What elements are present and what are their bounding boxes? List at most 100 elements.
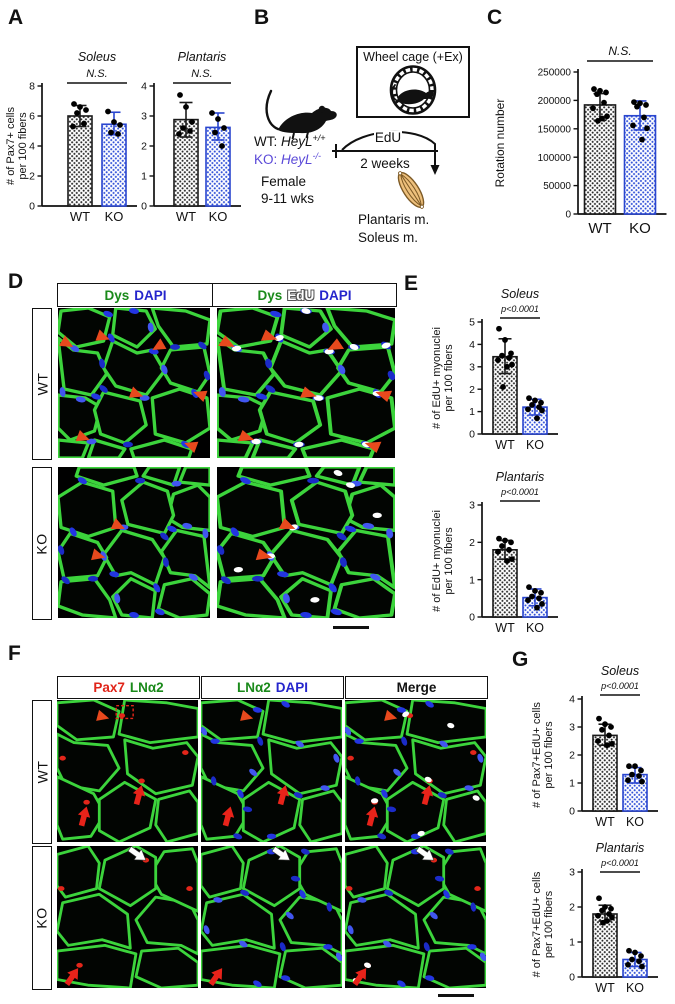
svg-text:KO: KO [209, 209, 228, 224]
svg-text:1: 1 [469, 406, 475, 418]
micro-f-wt-pax7-lna2 [57, 700, 198, 842]
svg-text:per 100 fibers: per 100 fibers [443, 344, 455, 412]
svg-text:Rotation number: Rotation number [493, 99, 507, 188]
chart-pax7-soleus: # of Pax7+ cells per 100 fibers Soleus N.S.… [2, 40, 138, 235]
svg-text:3: 3 [141, 111, 147, 123]
sex-label: Female [261, 174, 306, 189]
svg-text:6: 6 [29, 111, 35, 123]
svg-text:3: 3 [469, 361, 475, 373]
svg-text:2: 2 [469, 384, 475, 396]
experiment-diagram: Wheel cage (+Ex) WT: HeyL+/+ KO: HeyL-/-… [254, 46, 470, 245]
svg-text:WT: WT [588, 220, 611, 237]
svg-text:5: 5 [469, 317, 475, 329]
svg-text:0: 0 [565, 210, 571, 221]
svg-text:KO: KO [629, 220, 651, 237]
svg-text:p<0.0001: p<0.0001 [500, 487, 539, 497]
panel-label-g: G [512, 648, 529, 671]
chart-pax7-plantaris: Plantaris N.S. 0 1 2 3 4 WT KO [140, 40, 246, 235]
svg-text:0: 0 [569, 972, 575, 984]
age-label: 9-11 wks [261, 191, 314, 206]
svg-text:# of Pax7+ cells: # of Pax7+ cells [5, 107, 17, 185]
channel-header-dys-edu-dapi: Dys EdU DAPI [212, 283, 397, 307]
micro-f-wt-lna2-dapi [201, 700, 342, 842]
panel-label-f: F [8, 642, 21, 665]
svg-text:3: 3 [569, 867, 575, 879]
svg-text:150000: 150000 [538, 124, 572, 135]
muscle2-label: Soleus m. [358, 230, 418, 245]
arrow-down-icon [430, 165, 440, 175]
panel-label-b: B [254, 6, 270, 29]
panel-label-d: D [8, 270, 24, 293]
wheel-cage-label: Wheel cage (+Ex) [363, 50, 463, 64]
svg-text:200000: 200000 [538, 96, 572, 107]
channel-name: EdU [287, 287, 315, 303]
svg-text:p<0.0001: p<0.0001 [600, 681, 639, 691]
wt-genotype: WT: HeyL+/+ [254, 133, 326, 149]
channel-name: Dys [257, 287, 283, 303]
svg-text:0: 0 [469, 612, 475, 624]
svg-text:0: 0 [29, 201, 35, 213]
mouse-icon [265, 89, 337, 140]
svg-text:per 100 fibers: per 100 fibers [543, 890, 555, 958]
scale-bar-f [438, 994, 474, 997]
svg-text:WT: WT [595, 815, 615, 829]
scale-bar-d [333, 626, 369, 629]
micro-d-wt-dys-edu-dapi [217, 308, 395, 458]
svg-text:50000: 50000 [543, 181, 571, 192]
svg-text:per 100 fibers: per 100 fibers [543, 721, 555, 789]
panel-label-e: E [404, 272, 419, 295]
svg-text:Plantaris: Plantaris [496, 470, 545, 484]
micro-d-wt-dys-dapi [58, 308, 210, 458]
channel-name: DAPI [319, 287, 352, 303]
channel-header-pax7-lna2: Pax7 LNα2 [57, 676, 200, 699]
channel-name: LNα2 [129, 680, 164, 695]
svg-text:4: 4 [469, 339, 475, 351]
chart-pax7edu-soleus: # of Pax7+EdU+ cells per 100 fibers Soleus… [530, 658, 670, 847]
micro-d-ko-dys-edu-dapi [217, 467, 395, 618]
svg-text:4: 4 [569, 694, 575, 706]
timeline: EdU 2 weeks [332, 130, 440, 175]
svg-text:per 100 fibers: per 100 fibers [17, 112, 29, 180]
micro-f-ko-merge [345, 846, 486, 988]
svg-text:# of EdU+ myonuclei: # of EdU+ myonuclei [431, 327, 443, 429]
duration-label: 2 weeks [360, 156, 410, 171]
channel-name: Dys [104, 287, 130, 303]
micro-f-ko-pax7-lna2 [57, 846, 198, 988]
svg-text:1: 1 [141, 171, 147, 183]
channel-name: Pax7 [93, 680, 125, 695]
svg-text:WT: WT [495, 438, 515, 452]
svg-text:N.S.: N.S. [608, 44, 631, 58]
channel-name: DAPI [134, 287, 167, 303]
row-label-wt: WT [32, 308, 52, 460]
svg-text:0: 0 [141, 201, 147, 213]
svg-text:250000: 250000 [538, 68, 572, 79]
channel-header-lna2-dapi: LNα2 DAPI [201, 676, 344, 699]
svg-text:Plantaris: Plantaris [178, 50, 227, 64]
svg-text:1: 1 [569, 778, 575, 790]
channel-name: LNα2 [236, 680, 271, 695]
svg-text:N.S.: N.S. [191, 68, 212, 80]
svg-text:2: 2 [569, 750, 575, 762]
svg-text:Soleus: Soleus [78, 50, 116, 64]
svg-text:Soleus: Soleus [601, 664, 639, 678]
panel-label-a: A [8, 6, 24, 29]
svg-text:KO: KO [626, 981, 644, 995]
channel-name: Merge [396, 680, 437, 695]
svg-text:2: 2 [141, 141, 147, 153]
svg-text:WT: WT [595, 981, 615, 995]
svg-text:# of EdU+ myonuclei: # of EdU+ myonuclei [431, 510, 443, 612]
svg-text:2: 2 [569, 902, 575, 914]
svg-text:p<0.0001: p<0.0001 [500, 304, 539, 314]
ko-genotype: KO: HeyL-/- [254, 151, 321, 167]
svg-text:8: 8 [29, 81, 35, 93]
chart-edu-plantaris: # of EdU+ myonuclei per 100 fibers Plantar… [430, 464, 570, 653]
svg-text:Plantaris: Plantaris [596, 841, 645, 855]
svg-text:2: 2 [29, 171, 35, 183]
chart-pax7edu-plantaris: # of Pax7+EdU+ cells per 100 fibers Planta… [530, 836, 670, 1004]
row-label-wt: WT [32, 700, 52, 844]
svg-text:4: 4 [141, 81, 147, 93]
svg-text:KO: KO [526, 621, 544, 635]
svg-text:3: 3 [569, 722, 575, 734]
svg-text:WT: WT [176, 209, 196, 224]
